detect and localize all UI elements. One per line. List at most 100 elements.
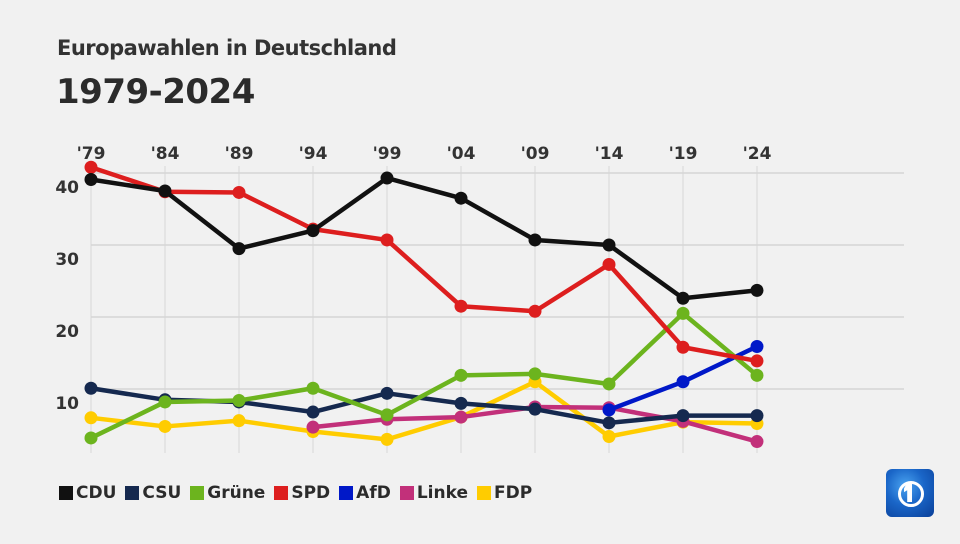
data-point[interactable]	[528, 402, 542, 416]
data-point[interactable]	[232, 185, 246, 199]
x-tick-labels: '79 '84 '89 '94 '99 '04 '09 '14 '19 '24	[77, 144, 772, 164]
series-cdu	[84, 171, 764, 305]
data-point[interactable]	[306, 405, 320, 419]
series-line	[88, 379, 760, 442]
data-point[interactable]	[750, 435, 764, 449]
data-point[interactable]	[750, 409, 764, 423]
x-tick-label: '19	[669, 144, 698, 164]
legend-item-linke: Linke	[399, 483, 468, 503]
y-tick-labels: 10 20 30 40	[55, 178, 79, 414]
legend-label: CDU	[76, 483, 117, 503]
chart-subtitle: Europawahlen in Deutschland	[57, 36, 397, 60]
data-point[interactable]	[380, 408, 394, 422]
data-point[interactable]	[454, 191, 468, 205]
logo-number-one	[904, 484, 912, 502]
legend-item-fdp: FDP	[476, 483, 533, 503]
data-point[interactable]	[158, 419, 172, 433]
data-point[interactable]	[528, 304, 542, 318]
data-point[interactable]	[454, 299, 468, 313]
legend-swatch	[190, 486, 205, 500]
y-tick-label: 30	[55, 250, 79, 270]
x-tick-label: '99	[373, 144, 402, 164]
data-point[interactable]	[306, 224, 320, 238]
chart-title: 1979-2024	[56, 72, 255, 112]
x-tick-label: '09	[521, 144, 550, 164]
data-point[interactable]	[380, 432, 394, 446]
data-point[interactable]	[602, 377, 616, 391]
data-point[interactable]	[528, 233, 542, 247]
series-line	[88, 175, 760, 301]
data-point[interactable]	[232, 414, 246, 428]
tagesschau-logo-icon	[886, 469, 934, 517]
legend-swatch	[339, 486, 354, 500]
data-point[interactable]	[84, 160, 98, 174]
y-tick-label: 10	[55, 394, 79, 414]
data-point[interactable]	[602, 416, 616, 430]
data-point[interactable]	[380, 386, 394, 400]
legend-label: AfD	[356, 483, 391, 503]
logo-ring	[898, 481, 924, 507]
data-point[interactable]	[454, 368, 468, 382]
y-tick-label: 20	[55, 322, 79, 342]
grid	[90, 166, 904, 453]
legend-swatch	[476, 486, 491, 500]
data-point[interactable]	[528, 367, 542, 381]
data-point[interactable]	[84, 381, 98, 395]
series-line	[88, 164, 760, 364]
data-point[interactable]	[676, 340, 690, 354]
data-point[interactable]	[602, 257, 616, 271]
data-point[interactable]	[750, 368, 764, 382]
data-point[interactable]	[306, 381, 320, 395]
data-point[interactable]	[306, 420, 320, 434]
data-point[interactable]	[232, 394, 246, 408]
data-point[interactable]	[84, 431, 98, 445]
data-point[interactable]	[602, 430, 616, 444]
legend-label: Grüne	[207, 483, 266, 503]
series-fdp	[84, 375, 764, 446]
x-tick-label: '89	[225, 144, 254, 164]
data-point[interactable]	[676, 291, 690, 305]
data-point[interactable]	[676, 375, 690, 389]
x-tick-label: '94	[299, 144, 328, 164]
legend-item-cdu: CDU	[59, 483, 116, 503]
legend-item-csu: CSU	[125, 483, 181, 503]
data-point[interactable]	[158, 184, 172, 198]
data-point[interactable]	[750, 340, 764, 354]
data-point[interactable]	[380, 171, 394, 185]
data-point[interactable]	[602, 403, 616, 417]
legend-item-gruene: Grüne	[190, 483, 265, 503]
legend-label: SPD	[291, 483, 331, 503]
x-tick-label: '24	[743, 144, 772, 164]
series-gruene	[84, 306, 764, 445]
series-lines	[84, 160, 764, 449]
data-point[interactable]	[232, 242, 246, 256]
data-point[interactable]	[84, 172, 98, 186]
data-point[interactable]	[750, 283, 764, 297]
data-point[interactable]	[84, 411, 98, 425]
data-point[interactable]	[454, 410, 468, 424]
data-point[interactable]	[158, 395, 172, 409]
legend-label: Linke	[416, 483, 468, 503]
data-point[interactable]	[380, 233, 394, 247]
legend-label: CSU	[142, 483, 182, 503]
y-tick-label: 40	[55, 178, 79, 198]
legend-label: FDP	[493, 483, 533, 503]
data-point[interactable]	[602, 238, 616, 252]
legend-item-afd: AfD	[339, 483, 391, 503]
x-tick-label: '04	[447, 144, 476, 164]
legend-swatch	[125, 486, 140, 500]
data-point[interactable]	[676, 306, 690, 320]
legend-swatch	[399, 486, 414, 500]
x-tick-label: '84	[151, 144, 180, 164]
x-tick-label: '79	[77, 144, 106, 164]
legend-item-spd: SPD	[274, 483, 330, 503]
legend-swatch	[59, 486, 73, 500]
data-point[interactable]	[454, 396, 468, 410]
data-point[interactable]	[676, 409, 690, 423]
x-tick-label: '14	[595, 144, 624, 164]
legend: CDU CSU Grüne SPD AfD Linke FDP	[59, 483, 541, 503]
series-line	[88, 311, 760, 441]
data-point[interactable]	[750, 354, 764, 368]
legend-swatch	[274, 486, 289, 500]
